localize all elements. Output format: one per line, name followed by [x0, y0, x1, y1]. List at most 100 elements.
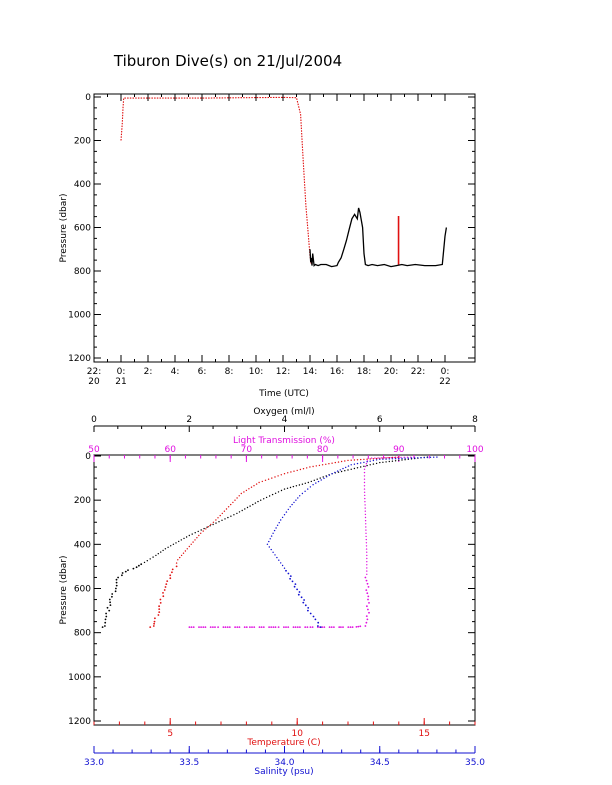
- black-point: [252, 503, 254, 506]
- magenta-point: [338, 626, 341, 628]
- magenta-point: [355, 626, 358, 628]
- red-point: [223, 510, 226, 512]
- magenta-point: [311, 626, 314, 628]
- red-point: [154, 617, 156, 620]
- black-point: [369, 464, 371, 466]
- magenta-axis-tick-label: 100: [466, 445, 483, 455]
- blue-point: [319, 626, 322, 628]
- red-point: [232, 501, 234, 504]
- magenta-point: [365, 589, 368, 591]
- magenta-point: [363, 488, 366, 490]
- red-point: [186, 548, 188, 550]
- blue-point: [278, 522, 280, 524]
- black-point: [170, 545, 172, 547]
- blue-point: [268, 540, 270, 543]
- black-point: [227, 516, 229, 519]
- blue-point: [293, 501, 295, 504]
- oxygen-tick-label: 8: [472, 415, 478, 425]
- black-point: [260, 499, 262, 501]
- black-point: [104, 618, 107, 621]
- magenta-axis-tick-label: 90: [393, 445, 405, 455]
- y-tick-label: 0: [85, 452, 91, 462]
- blue-point: [294, 583, 297, 585]
- blue-point: [309, 612, 312, 615]
- red-point: [243, 491, 245, 493]
- black-point: [366, 464, 368, 467]
- magenta-point: [374, 457, 376, 459]
- magenta-point: [365, 463, 368, 465]
- blue-point: [289, 575, 292, 577]
- black-point: [127, 569, 129, 571]
- blue-point: [328, 474, 331, 476]
- magenta-point: [258, 626, 261, 628]
- magenta-point: [365, 615, 368, 617]
- black-point: [289, 486, 292, 489]
- blue-point: [274, 554, 276, 556]
- red-axis-tick-label: 15: [418, 729, 429, 739]
- magenta-point: [364, 576, 367, 579]
- blue-point: [423, 456, 425, 459]
- black-point: [121, 572, 124, 574]
- red-point: [379, 457, 381, 459]
- black-point: [385, 461, 387, 463]
- red-point: [293, 470, 295, 472]
- red-point: [366, 458, 368, 460]
- black-point: [265, 496, 268, 499]
- blue-point: [309, 486, 312, 488]
- red-point: [306, 467, 308, 469]
- magenta-point: [366, 618, 369, 621]
- blue-point: [297, 593, 300, 596]
- blue-point: [350, 464, 352, 466]
- x-tick-sublabel: 22: [439, 377, 450, 387]
- black-point: [212, 523, 214, 526]
- blue-point: [353, 463, 356, 465]
- red-point: [153, 620, 156, 623]
- blue-point: [342, 467, 344, 470]
- black-point: [391, 460, 394, 462]
- magenta-point: [406, 456, 409, 458]
- blue-point: [283, 514, 286, 516]
- black-point: [178, 540, 180, 543]
- y-tick-label: 1000: [68, 673, 91, 683]
- red-point: [200, 532, 202, 534]
- red-point: [158, 605, 161, 608]
- black-point: [347, 469, 349, 471]
- blue-point: [331, 473, 333, 475]
- red-point: [372, 458, 375, 460]
- magenta-point: [328, 626, 331, 628]
- black-point: [292, 485, 295, 488]
- magenta-point: [365, 535, 367, 538]
- magenta-point: [287, 626, 290, 628]
- red-point: [171, 571, 173, 574]
- magenta-point: [366, 573, 368, 575]
- magenta-point: [245, 626, 248, 628]
- black-point: [108, 598, 111, 601]
- profile-plot-y-axis: 0 200 400 600 800 1000 1200: [68, 452, 475, 727]
- black-point: [372, 463, 375, 465]
- black-point: [268, 495, 271, 497]
- blue-point: [272, 551, 274, 553]
- blue-point: [317, 621, 320, 624]
- red-point: [164, 586, 167, 588]
- black-point: [105, 615, 108, 618]
- profile-plot-series: [101, 456, 438, 628]
- red-point: [261, 480, 263, 483]
- blue-point: [366, 461, 368, 463]
- red-point: [325, 463, 327, 465]
- red-point: [219, 514, 221, 517]
- red-point: [166, 580, 169, 582]
- red-point: [163, 589, 166, 591]
- red-point: [337, 461, 340, 463]
- blue-point: [339, 469, 341, 471]
- red-point: [179, 556, 181, 559]
- black-point: [375, 462, 378, 465]
- black-point: [277, 491, 280, 493]
- black-point: [111, 593, 114, 595]
- blue-point: [388, 458, 390, 460]
- magenta-point: [368, 611, 370, 614]
- red-point: [236, 497, 238, 499]
- red-point: [149, 626, 152, 628]
- red-point: [318, 464, 321, 467]
- black-point: [363, 465, 365, 467]
- black-point: [337, 471, 340, 473]
